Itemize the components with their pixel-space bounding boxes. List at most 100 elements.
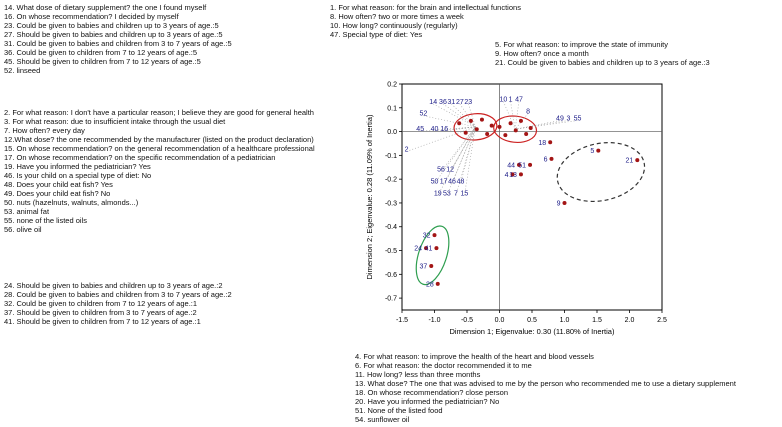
leader-line	[406, 126, 476, 152]
point-label: 45	[416, 126, 424, 133]
y-tick-label: -0.2	[385, 177, 397, 184]
leader-line	[468, 103, 476, 127]
legend-line: 24. Should be given to babies and childr…	[4, 281, 223, 290]
data-point	[432, 233, 437, 238]
point-label: 17	[440, 179, 448, 186]
data-point	[518, 172, 523, 177]
legend-line: 51. None of the listed food	[355, 406, 443, 415]
data-point	[524, 131, 529, 136]
ca-plot-svg: -1.5 -1.0 -0.5 0.0 0.5 1.0 1.5 2.0 2.5 0.2 0.1 0.0 -…	[365, 82, 667, 337]
point-label: 10	[500, 96, 508, 103]
cluster-ellipse	[493, 115, 538, 144]
leader-line	[464, 126, 476, 196]
y-axis-title: Dimension 2; Eigenvalue: 0.28 (11.09% of…	[365, 114, 374, 279]
point-label: 9	[557, 200, 561, 207]
legend-line: 56. olive oil	[4, 225, 42, 234]
point-label: 1	[509, 96, 513, 103]
data-point	[468, 118, 473, 123]
data-point	[485, 131, 490, 136]
legend-line: 7. How often? every day	[4, 126, 85, 135]
y-tick-label: -0.3	[385, 200, 397, 207]
leader-line	[434, 126, 476, 132]
legend-mid-left: 2. For what reason: I don't have a parti…	[4, 108, 384, 234]
legend-line: 55. none of the listed oils	[4, 216, 87, 225]
y-tick-label: -0.7	[385, 296, 397, 303]
data-point	[429, 263, 434, 268]
point-label: 6	[544, 156, 548, 163]
point-label: 7	[454, 190, 458, 197]
data-point	[508, 121, 513, 126]
point-label: 4	[505, 172, 509, 179]
y-tick-label: 0.1	[387, 105, 397, 112]
legend-line: 28. Could be given to babies and childre…	[4, 290, 232, 299]
leader-line	[460, 126, 476, 184]
point-label: 28	[426, 281, 434, 288]
data-point	[474, 127, 479, 132]
point-label: 15	[461, 190, 469, 197]
legend-line: 15. On whose recommendation? on the gene…	[4, 144, 315, 153]
legend-line: 27. Should be given to babies and childr…	[4, 30, 223, 39]
legend-line: 18. On whose recommendation? close perso…	[355, 388, 509, 397]
legend-line: 16. On whose recommendation? I decided b…	[4, 12, 179, 21]
leader-line	[451, 126, 476, 184]
leader-line	[514, 113, 529, 130]
y-tick-label: -0.4	[385, 224, 397, 231]
legend-bottom-middle: 4. For what reason: to improve the healt…	[355, 352, 775, 424]
data-point	[548, 140, 553, 145]
y-tick-label: -0.6	[385, 272, 397, 279]
point-label: 53	[443, 190, 451, 197]
legend-line: 48. Does your child eat fish? Yes	[4, 180, 113, 189]
legend-line: 4. For what reason: to improve the healt…	[355, 352, 594, 361]
point-label: 37	[419, 263, 427, 270]
x-tick-label: 2.0	[625, 317, 635, 324]
legend-line: 53. animal fat	[4, 207, 50, 216]
data-point	[489, 123, 494, 128]
leader-line	[444, 126, 476, 132]
cluster-ellipse	[556, 142, 646, 203]
legend-line: 45. Should be given to children from 7 t…	[4, 57, 201, 66]
data-point	[528, 162, 533, 167]
data-point	[434, 246, 439, 251]
point-label: 5	[590, 148, 594, 155]
point-label: 40	[431, 126, 439, 133]
legend-top-right: 5. For what reason: to improve the state…	[495, 40, 780, 67]
legend-line: 17. On whose recommendation? on the spec…	[4, 153, 276, 162]
legend-bottom-left: 24. Should be given to babies and childr…	[4, 281, 344, 326]
point-label: 27	[456, 99, 464, 106]
data-point	[503, 133, 508, 138]
x-tick-label: 1.0	[560, 317, 570, 324]
point-label: 49	[556, 115, 564, 122]
y-tick-label: -0.1	[385, 153, 397, 160]
point-label: 46	[448, 179, 456, 186]
x-tick-label: 0.0	[495, 317, 505, 324]
point-label: 51	[518, 162, 526, 169]
x-tick-label: 0.5	[527, 317, 537, 324]
data-point	[518, 118, 523, 123]
point-label: 41	[425, 246, 433, 253]
legend-line: 49. Does your child eat fish? No	[4, 189, 111, 198]
legend-line: 5. For what reason: to improve the state…	[495, 40, 668, 49]
data-point	[549, 156, 554, 161]
point-label: 21	[626, 158, 634, 165]
legend-line: 54. sunflower oil	[355, 415, 410, 424]
legend-line: 37. Should be given to children from 3 t…	[4, 308, 197, 317]
point-label: 52	[420, 111, 428, 118]
legend-line: 52. linseed	[4, 66, 41, 75]
point-label: 14	[429, 99, 437, 106]
point-label: 24	[414, 246, 422, 253]
leader-line	[437, 126, 476, 196]
legend-line: 14. What dose of dietary supplement? the…	[4, 3, 207, 12]
legend-line: 2. For what reason: I don't have a parti…	[4, 108, 314, 117]
data-point	[517, 162, 521, 167]
point-label: 44	[507, 162, 515, 169]
y-tick-label: 0.0	[387, 129, 397, 136]
x-tick-label: 2.5	[657, 317, 667, 324]
legend-line: 8. How often? two or more times a week	[330, 12, 464, 21]
point-label: 55	[574, 115, 582, 122]
point-label: 19	[434, 190, 442, 197]
point-label: 50	[431, 179, 439, 186]
point-label: 18	[538, 140, 546, 147]
data-point	[510, 172, 515, 177]
data-point	[497, 124, 502, 129]
leader-line	[440, 126, 476, 172]
